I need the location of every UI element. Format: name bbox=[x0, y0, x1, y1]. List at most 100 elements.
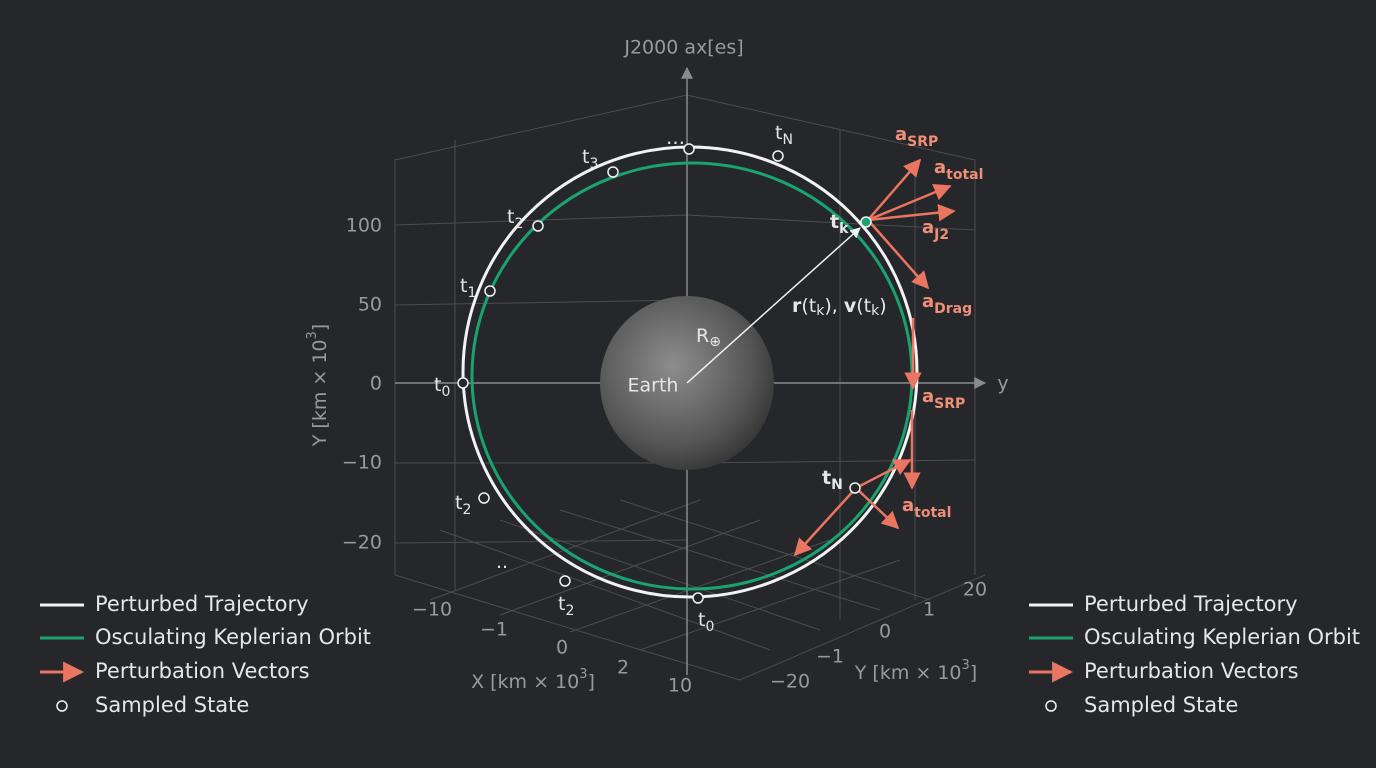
sampled-point bbox=[457, 377, 469, 389]
vector-arrow bbox=[855, 458, 912, 490]
label-base: a bbox=[922, 217, 934, 238]
axis-label-sup: 3 bbox=[305, 331, 320, 339]
axis-label-text: X [km × 10 bbox=[471, 671, 579, 693]
perturbation-vectors bbox=[793, 158, 956, 557]
sampled-point bbox=[692, 592, 704, 604]
epoch-label: tN bbox=[775, 122, 793, 149]
label-sub: Drag bbox=[934, 301, 972, 317]
label-sub: 2 bbox=[462, 502, 471, 518]
axis-label-tail: ] bbox=[588, 671, 595, 693]
label-sub: J2 bbox=[933, 227, 949, 243]
tick-label: 0 bbox=[879, 621, 891, 643]
tick-label: 0 bbox=[556, 637, 568, 659]
legend-label: Sampled State bbox=[95, 693, 249, 717]
label-base: t bbox=[822, 467, 831, 489]
vector-arrow bbox=[867, 183, 952, 222]
label-sub: N bbox=[831, 477, 843, 493]
sampled-point bbox=[484, 285, 496, 297]
vector-arrow bbox=[867, 219, 930, 290]
sampled-point bbox=[849, 482, 861, 494]
sampled-point bbox=[607, 166, 619, 178]
label-base: … bbox=[666, 127, 685, 149]
label-base: a bbox=[895, 124, 907, 145]
legend-swatch bbox=[1045, 700, 1057, 712]
vector-arrow bbox=[867, 203, 956, 222]
label-sub: SRP bbox=[907, 134, 938, 150]
epoch-label: t2 bbox=[507, 206, 523, 233]
legend-label: Perturbation Vectors bbox=[95, 659, 310, 683]
tick-label: −10 bbox=[342, 452, 382, 474]
sampled-states bbox=[457, 143, 861, 604]
legend-left: Perturbed Trajectory Osculating Keplerian… bbox=[40, 592, 371, 717]
label-base: t bbox=[460, 275, 467, 297]
legend-label: Perturbed Trajectory bbox=[95, 592, 309, 616]
label-base: a bbox=[902, 495, 914, 516]
axis-label-sup: 3 bbox=[579, 667, 587, 682]
part: (t bbox=[856, 295, 871, 317]
part: ) bbox=[879, 295, 886, 317]
legend-label: Sampled State bbox=[1084, 693, 1238, 717]
sampled-point bbox=[683, 143, 695, 155]
label-sub: 1 bbox=[467, 285, 476, 301]
epoch-label: t0 bbox=[698, 609, 714, 636]
tick-label: −1 bbox=[816, 646, 844, 668]
position-vector bbox=[686, 227, 861, 384]
label-base: a bbox=[922, 291, 934, 312]
axis-label-tail: ] bbox=[309, 324, 331, 331]
legend-swatch bbox=[56, 700, 68, 712]
current-state bbox=[860, 216, 872, 228]
label-base: t bbox=[434, 374, 441, 396]
label-sub: 2 bbox=[514, 216, 523, 232]
part: v bbox=[844, 295, 857, 317]
tick-label: 0 bbox=[370, 373, 382, 395]
radius-label: R⊕ bbox=[696, 325, 721, 351]
axis-label: Y [km × 103] bbox=[305, 324, 331, 447]
label-sub: 2 bbox=[565, 603, 574, 619]
vector-label: aDrag bbox=[922, 291, 972, 317]
tick-label: 2 bbox=[617, 657, 629, 679]
label-base: t bbox=[582, 146, 589, 168]
axis-label-sup: 3 bbox=[962, 658, 970, 673]
tick-label: 10 bbox=[668, 675, 692, 697]
label-sub: total bbox=[946, 167, 983, 183]
epoch-label: t3 bbox=[582, 146, 598, 173]
legend-label: Perturbed Trajectory bbox=[1084, 592, 1298, 616]
tick-label: 20 bbox=[963, 579, 987, 601]
axis-label-tail: ] bbox=[970, 662, 977, 684]
legend-label: Osculating Keplerian Orbit bbox=[1084, 625, 1360, 649]
tick-label: −1 bbox=[480, 619, 508, 641]
label-base: t bbox=[698, 609, 705, 631]
epoch-label: .. bbox=[496, 551, 508, 573]
sampled-point bbox=[532, 220, 544, 232]
vector-arrow bbox=[793, 487, 857, 557]
radius-base: R bbox=[696, 325, 709, 347]
label-sub: 0 bbox=[705, 619, 714, 635]
axis-label-text: Y [km × 10 bbox=[854, 662, 962, 684]
part: (t bbox=[801, 295, 816, 317]
label-sub: SRP bbox=[934, 396, 965, 412]
sampled-point bbox=[772, 150, 784, 162]
label-base: .. bbox=[496, 551, 508, 573]
epoch-label: t2 bbox=[455, 492, 471, 519]
label-sub: 3 bbox=[589, 156, 598, 172]
label-base: t bbox=[775, 122, 782, 144]
label-sub: N bbox=[782, 132, 792, 148]
vector-arrow bbox=[855, 487, 900, 530]
title: J2000 ax[es] bbox=[623, 37, 743, 59]
radius-sub: ⊕ bbox=[709, 334, 721, 350]
part: k bbox=[816, 303, 825, 319]
tick-label: −20 bbox=[770, 671, 810, 693]
tick-label: 100 bbox=[346, 215, 382, 237]
label-base: a bbox=[934, 157, 946, 178]
legend-right: Perturbed Trajectory Osculating Keplerian… bbox=[1029, 592, 1360, 717]
label-sub: k bbox=[839, 221, 849, 237]
label-sub: 0 bbox=[441, 384, 450, 400]
part: r bbox=[792, 295, 802, 317]
epoch-label: tk bbox=[830, 211, 849, 238]
vector-label: aSRP bbox=[895, 124, 938, 150]
epoch-label: t1 bbox=[460, 275, 476, 302]
legend-label: Osculating Keplerian Orbit bbox=[95, 625, 371, 649]
label-base: t bbox=[455, 492, 462, 514]
